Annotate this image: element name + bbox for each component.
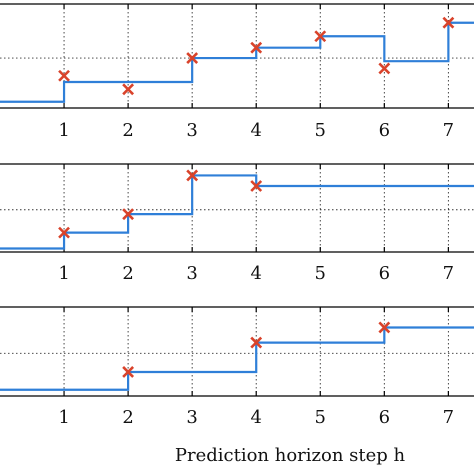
data-marker-1 [58, 226, 70, 239]
x-tick-label-1: 1 [58, 407, 69, 428]
x-tick-label-3: 3 [186, 407, 197, 428]
data-marker-4 [250, 180, 263, 192]
data-marker-1 [58, 69, 70, 82]
x-tick-label-4: 4 [250, 120, 261, 141]
data-marker-1 [122, 366, 135, 378]
panel-3: 1 2 3 4 5 6 7 Prediction horizon step h [0, 306, 474, 466]
x-tick-label-4: 4 [250, 263, 261, 284]
series-line [0, 326, 474, 391]
x-tick-label-3: 3 [186, 263, 197, 284]
data-marker-7 [442, 16, 455, 29]
x-tick-label-2: 2 [122, 120, 133, 141]
data-marker-6 [378, 62, 391, 75]
series-line [0, 174, 474, 250]
data-marker-3 [186, 169, 199, 182]
data-marker-3 [186, 52, 199, 64]
x-tick-label-5: 5 [315, 407, 326, 428]
x-tick-label-6: 6 [379, 263, 390, 284]
x-tick-label-2: 2 [122, 407, 133, 428]
panel-2: 1 2 3 4 5 6 7 [0, 163, 474, 284]
data-marker-4 [250, 41, 263, 54]
x-tick-label-6: 6 [379, 407, 390, 428]
x-tick-label-1: 1 [58, 263, 69, 284]
x-axis-label: Prediction horizon step h [175, 445, 406, 466]
panel-1: 1 2 3 4 5 6 7 [0, 3, 474, 141]
series-line [0, 21, 474, 103]
x-tick-label-3: 3 [186, 120, 197, 141]
data-marker-5 [314, 30, 327, 43]
x-tick-label-6: 6 [379, 120, 390, 141]
x-tick-label-7: 7 [443, 263, 454, 284]
data-marker-3 [378, 321, 391, 334]
data-marker-2 [122, 208, 135, 221]
x-tick-label-1: 1 [58, 120, 69, 141]
x-tick-label-7: 7 [443, 120, 454, 141]
x-tick-label-4: 4 [250, 407, 261, 428]
x-tick-label-2: 2 [122, 263, 133, 284]
x-tick-label-5: 5 [315, 263, 326, 284]
data-marker-2 [122, 83, 135, 96]
x-tick-label-7: 7 [443, 407, 454, 428]
data-marker-2 [250, 336, 263, 349]
x-tick-label-5: 5 [315, 120, 326, 141]
